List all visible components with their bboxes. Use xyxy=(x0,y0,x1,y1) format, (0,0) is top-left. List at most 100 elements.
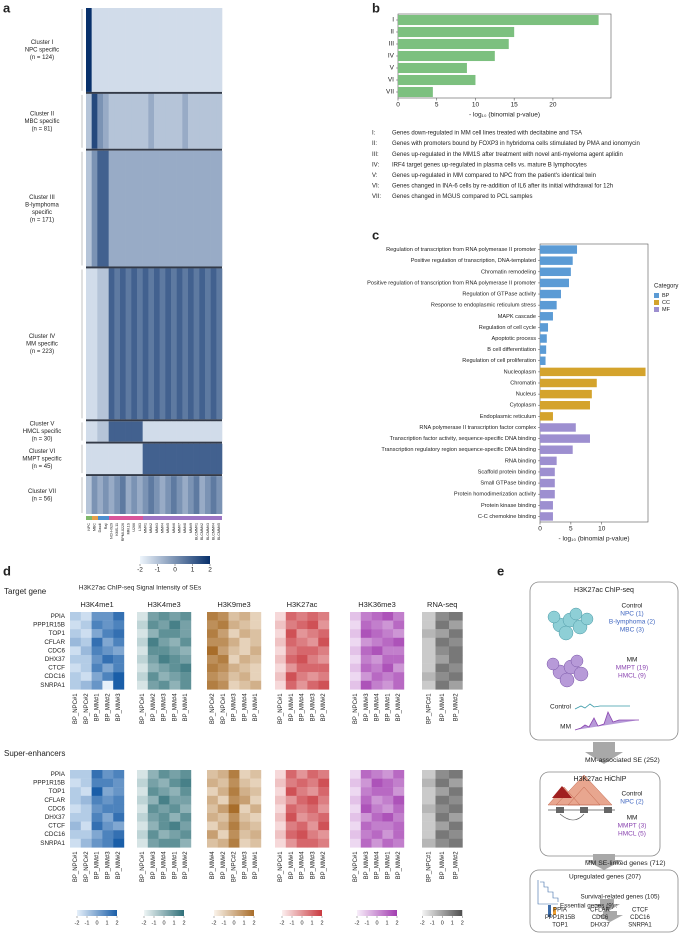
bar xyxy=(540,445,573,454)
heatmap-cell xyxy=(296,620,308,630)
heatmap-cell xyxy=(176,443,183,475)
heatmap-cell xyxy=(435,663,450,673)
heatmap-cell xyxy=(102,813,114,822)
column-label: BP_MM#3 xyxy=(105,851,111,880)
heatmap-cell xyxy=(435,795,450,805)
heatmap-cell xyxy=(158,637,170,647)
heatmap-cell xyxy=(285,838,297,848)
heatmap-cell xyxy=(120,268,126,420)
column-label: BP_MM#1 xyxy=(253,851,259,880)
heatmap-cell xyxy=(137,655,148,664)
heatmap-cell xyxy=(91,804,103,814)
heatmap-cell xyxy=(125,443,132,475)
heatmap-cell xyxy=(393,770,405,779)
column-label: MM#5 xyxy=(166,523,170,533)
description-text: Genes with promoters bound by FOXP3 in h… xyxy=(392,141,640,147)
row-label: TOP1 xyxy=(49,630,66,637)
cluster-label: Cluster VI xyxy=(29,449,56,455)
heatmap-cell xyxy=(449,813,463,822)
heatmap-cell xyxy=(275,787,286,796)
legend-label: MF xyxy=(662,307,671,313)
heatmap-cell xyxy=(86,8,92,92)
heatmap-cell xyxy=(393,778,405,788)
arrow xyxy=(597,911,623,922)
heatmap-cell xyxy=(307,620,319,630)
description-key: II: xyxy=(372,141,377,147)
heatmap-cell xyxy=(182,476,189,514)
heatmap-cell xyxy=(91,680,103,690)
heatmap-cell xyxy=(147,787,159,796)
heatmap-cell xyxy=(91,150,98,267)
heatmap-cell xyxy=(158,680,170,690)
heatmap-cell xyxy=(422,804,436,814)
heatmap-cell xyxy=(393,787,405,796)
heatmap-cell xyxy=(275,646,286,656)
heatmap-cell xyxy=(102,663,114,673)
heatmap-cell xyxy=(250,795,262,805)
heatmap-cell xyxy=(318,804,330,814)
heatmap-cell xyxy=(296,830,308,839)
heatmap-cell xyxy=(296,770,308,779)
section-title: Target gene xyxy=(4,587,47,596)
description-key: VI: xyxy=(372,184,380,190)
description-text: IRF4 target genes up-regulated in plasma… xyxy=(392,162,587,168)
diagram-text: MM SE-linked genes (712) xyxy=(585,860,665,867)
heatmap-cell xyxy=(137,421,143,442)
colorbar-tick-label: -2 xyxy=(420,920,425,926)
column-label: BP_MM#3 xyxy=(310,851,316,880)
heatmap-cell xyxy=(275,804,286,814)
column-label: BP_NPC#1 xyxy=(140,851,146,882)
row-label: CDC6 xyxy=(48,647,66,654)
heatmap-cell xyxy=(449,680,463,690)
column-label: BP_MM#4 xyxy=(375,693,381,722)
column-label: Daudi xyxy=(98,523,102,533)
heatmap-cell xyxy=(148,443,155,475)
heatmap-cell xyxy=(158,663,170,673)
y-tick-label: Transcription factor activity, sequence-… xyxy=(390,436,536,442)
heatmap-cell xyxy=(285,770,297,779)
cluster-label: MMPT specific xyxy=(22,456,61,462)
heatmap-cell xyxy=(250,646,262,656)
heatmap-cell xyxy=(169,795,181,805)
heatmap-cell xyxy=(296,637,308,647)
heatmap-cell xyxy=(180,663,192,673)
heatmap-cell xyxy=(449,787,463,796)
heatmap-cell xyxy=(102,804,114,814)
heatmap-cell xyxy=(70,612,81,621)
heatmap-cell xyxy=(285,804,297,814)
bar xyxy=(540,245,578,254)
diagram-text: NPC (2) xyxy=(620,799,643,806)
heatmap-cell xyxy=(217,629,229,638)
heatmap-cell xyxy=(285,612,297,621)
heatmap-cell xyxy=(207,629,218,638)
heatmap-cell xyxy=(137,476,143,514)
heatmap-cell xyxy=(360,629,372,638)
y-tick-label: II xyxy=(390,29,394,36)
heatmap-cell xyxy=(188,268,194,420)
colorbar-tick-label: 2 xyxy=(115,920,118,926)
heatmap-cell xyxy=(210,476,217,514)
cluster-label: Cluster I xyxy=(31,40,54,46)
colorbar-tick-label: -2 xyxy=(212,920,217,926)
heatmap-cell xyxy=(393,795,405,805)
heatmap-cell xyxy=(103,443,109,475)
heatmap-cell xyxy=(360,787,372,796)
heatmap-cell xyxy=(250,770,262,779)
x-tick-label: 20 xyxy=(549,102,557,109)
heatmap-cell xyxy=(91,268,98,420)
description-key: V: xyxy=(372,173,378,179)
heatmap-cell xyxy=(210,150,217,267)
heatmap-cell xyxy=(371,813,383,822)
heatmap-cell xyxy=(250,620,262,630)
heatmap-cell xyxy=(216,150,223,267)
bar xyxy=(540,312,553,321)
heatmap-cell xyxy=(228,629,240,638)
row-label: DHX37 xyxy=(45,814,66,821)
heatmap-cell xyxy=(169,655,181,664)
column-label: BP_NPC#1 xyxy=(278,851,284,882)
heatmap-cell xyxy=(180,637,192,647)
heatmap-cell xyxy=(137,629,148,638)
heatmap-cell xyxy=(250,655,262,664)
colorbar xyxy=(282,910,322,916)
heatmap-cell xyxy=(113,620,125,630)
